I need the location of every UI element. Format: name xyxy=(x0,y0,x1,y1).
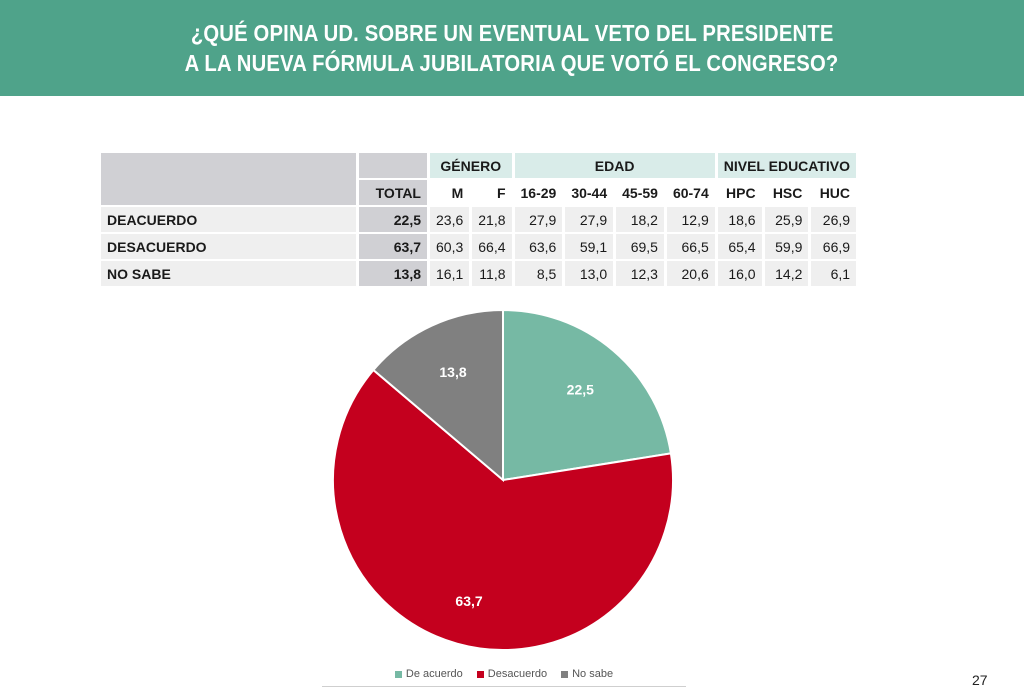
pie-data-label: 13,8 xyxy=(439,364,466,380)
group-genero: GÉNERO xyxy=(430,153,512,178)
value-cell: 26,9 xyxy=(811,207,857,232)
value-cell: 18,6 xyxy=(717,207,762,232)
group-edad: EDAD xyxy=(514,153,715,178)
row-label: DEACUERDO xyxy=(101,207,356,232)
table-row: DEACUERDO 22,5 23,6 21,8 27,9 27,9 18,2 12,9 18,… xyxy=(101,207,857,232)
table-body: DEACUERDO 22,5 23,6 21,8 27,9 27,9 18,2 12,9 18,… xyxy=(101,207,857,286)
value-cell: 27,9 xyxy=(514,207,563,232)
value-cell: 11,8 xyxy=(472,261,512,286)
page-number: 27 xyxy=(972,672,988,688)
pie-chart: 22,5 63,7 13,8 xyxy=(330,305,680,660)
group-nivel-educativo: NIVEL EDUCATIVO xyxy=(717,153,857,178)
column-header: F xyxy=(472,180,512,205)
corner-cell xyxy=(101,153,356,205)
column-header: 16-29 xyxy=(514,180,563,205)
value-cell: 66,4 xyxy=(472,234,512,259)
value-cell: 66,9 xyxy=(811,234,857,259)
value-cell: 60,3 xyxy=(430,234,470,259)
column-header: M xyxy=(430,180,470,205)
legend-label: De acuerdo xyxy=(405,668,463,680)
pie-data-label: 63,7 xyxy=(455,593,482,609)
table-row: DESACUERDO 63,7 60,3 66,4 63,6 59,1 69,5 66,5 65… xyxy=(101,234,857,259)
table-row: NO SABE 13,8 16,1 11,8 8,5 13,0 12,3 20,6 16,0 14… xyxy=(101,261,857,286)
value-cell: 6,1 xyxy=(811,261,857,286)
value-cell: 63,6 xyxy=(514,234,563,259)
total-cell: 63,7 xyxy=(359,234,427,259)
value-cell: 13,0 xyxy=(565,261,614,286)
title-line-1: ¿QUÉ OPINA UD. SOBRE UN EVENTUAL VETO DE… xyxy=(190,20,834,46)
value-cell: 18,2 xyxy=(616,207,664,232)
column-header: 60-74 xyxy=(666,180,715,205)
pie-slice-no-sabe xyxy=(371,308,504,483)
row-label: NO SABE xyxy=(101,261,356,286)
value-cell: 20,6 xyxy=(666,261,715,286)
value-cell: 16,0 xyxy=(717,261,762,286)
row-label: DESACUERDO xyxy=(101,234,356,259)
slide-header: ¿QUÉ OPINA UD. SOBRE UN EVENTUAL VETO DE… xyxy=(0,0,1024,96)
pie-slice-desacuerdo xyxy=(332,368,674,651)
legend-swatch xyxy=(561,670,569,678)
column-header: HUC xyxy=(811,180,857,205)
pie-slice-de-acuerdo xyxy=(502,308,673,482)
pie-data-label: 22,5 xyxy=(567,382,594,398)
total-group-cell xyxy=(359,153,427,178)
legend-item: No sabe xyxy=(561,668,613,680)
title-line-2: A LA NUEVA FÓRMULA JUBILATORIA QUE VOTÓ … xyxy=(185,50,839,76)
column-header: HPC xyxy=(717,180,762,205)
value-cell: 21,8 xyxy=(472,207,512,232)
value-cell: 59,9 xyxy=(764,234,809,259)
group-header-row: GÉNERO EDAD NIVEL EDUCATIVO xyxy=(101,153,857,205)
legend-swatch xyxy=(476,670,484,678)
value-cell: 65,4 xyxy=(717,234,762,259)
total-cell: 13,8 xyxy=(359,261,427,286)
column-header: HSC xyxy=(764,180,809,205)
value-cell: 59,1 xyxy=(565,234,614,259)
legend-label: Desacuerdo xyxy=(487,668,548,680)
column-header: 30-44 xyxy=(565,180,614,205)
results-table-wrap: GÉNERO EDAD NIVEL EDUCATIVO TOTAL M F 16-29… xyxy=(101,151,930,288)
legend-item: De acuerdo xyxy=(394,668,463,680)
value-cell: 69,5 xyxy=(616,234,664,259)
value-cell: 23,6 xyxy=(430,207,470,232)
total-cell: 22,5 xyxy=(359,207,427,232)
legend-label: No sabe xyxy=(572,668,614,680)
value-cell: 8,5 xyxy=(514,261,563,286)
column-header-row: TOTAL M F 16-29 30-44 45-59 60-74 HPC HSC HUC xyxy=(101,180,857,205)
column-header: 45-59 xyxy=(616,180,664,205)
legend-swatch xyxy=(394,670,402,678)
value-cell: 27,9 xyxy=(565,207,614,232)
value-cell: 16,1 xyxy=(430,261,470,286)
value-cell: 12,3 xyxy=(616,261,664,286)
pie-svg: 22,5 63,7 13,8 xyxy=(332,308,674,651)
value-cell: 12,9 xyxy=(666,207,715,232)
value-cell: 25,9 xyxy=(764,207,809,232)
value-cell: 14,2 xyxy=(764,261,809,286)
column-header: TOTAL xyxy=(359,180,427,205)
chart-legend: De acuerdo Desacuerdo No sabe xyxy=(322,662,686,687)
value-cell: 66,5 xyxy=(666,234,715,259)
legend-item: Desacuerdo xyxy=(476,668,548,680)
results-table: GÉNERO EDAD NIVEL EDUCATIVO TOTAL M F 16-29… xyxy=(98,151,859,288)
